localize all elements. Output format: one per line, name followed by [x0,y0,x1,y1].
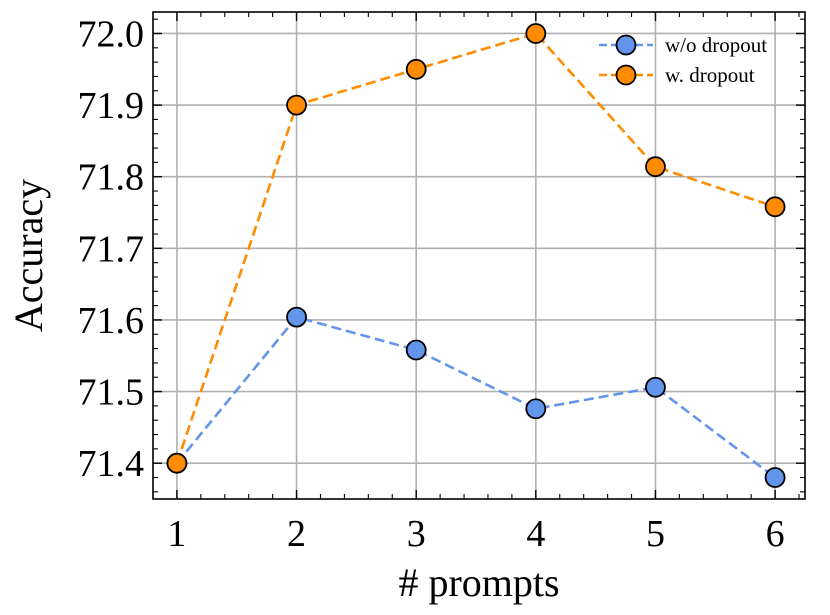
series-point-1 [525,23,547,44]
series-point-0 [525,398,547,420]
x-tick-label: 2 [287,513,306,555]
legend-label-0: w/o dropout [665,33,767,57]
y-tick-label: 71.8 [78,157,145,199]
y-tick-label: 71.4 [78,443,145,485]
plot-frame [152,11,806,500]
series-point-1 [645,156,666,178]
legend: w/o dropout w. dropout [599,33,767,87]
series-lines [175,32,776,479]
series-point-0 [286,306,307,328]
x-tick-label: 1 [167,513,186,555]
axis-ticks [153,12,805,499]
series-line-0 [175,315,776,479]
legend-marker-1 [615,64,637,86]
legend-marker-0 [615,34,637,56]
series-point-1 [166,452,188,474]
series-point-1 [405,58,427,80]
x-tick-label: 4 [526,513,545,555]
series-point-0 [405,339,427,361]
x-tick-label: 5 [646,513,665,555]
y-tick-label: 71.7 [78,228,145,270]
y-tick-label: 71.9 [78,85,145,127]
tick-labels: 1 2 3 4 5 6 71.4 71.5 71.6 71.7 71.8 71.9 72.0 [78,13,785,555]
series-point-1 [764,196,786,218]
x-tick-label: 3 [407,513,426,555]
series-line-1 [175,32,776,464]
y-axis-label: Accuracy [6,179,51,332]
y-tick-label: 72.0 [78,13,145,55]
series-point-0 [764,467,786,488]
grid-lines [153,12,805,499]
x-tick-label: 6 [766,513,785,555]
x-axis-label: # prompts [398,560,559,605]
series-markers [166,23,786,488]
legend-label-1: w. dropout [665,63,755,87]
y-tick-label: 71.5 [78,372,145,414]
series-point-0 [645,376,666,398]
y-tick-label: 71.6 [78,300,145,342]
series-point-1 [286,94,307,116]
